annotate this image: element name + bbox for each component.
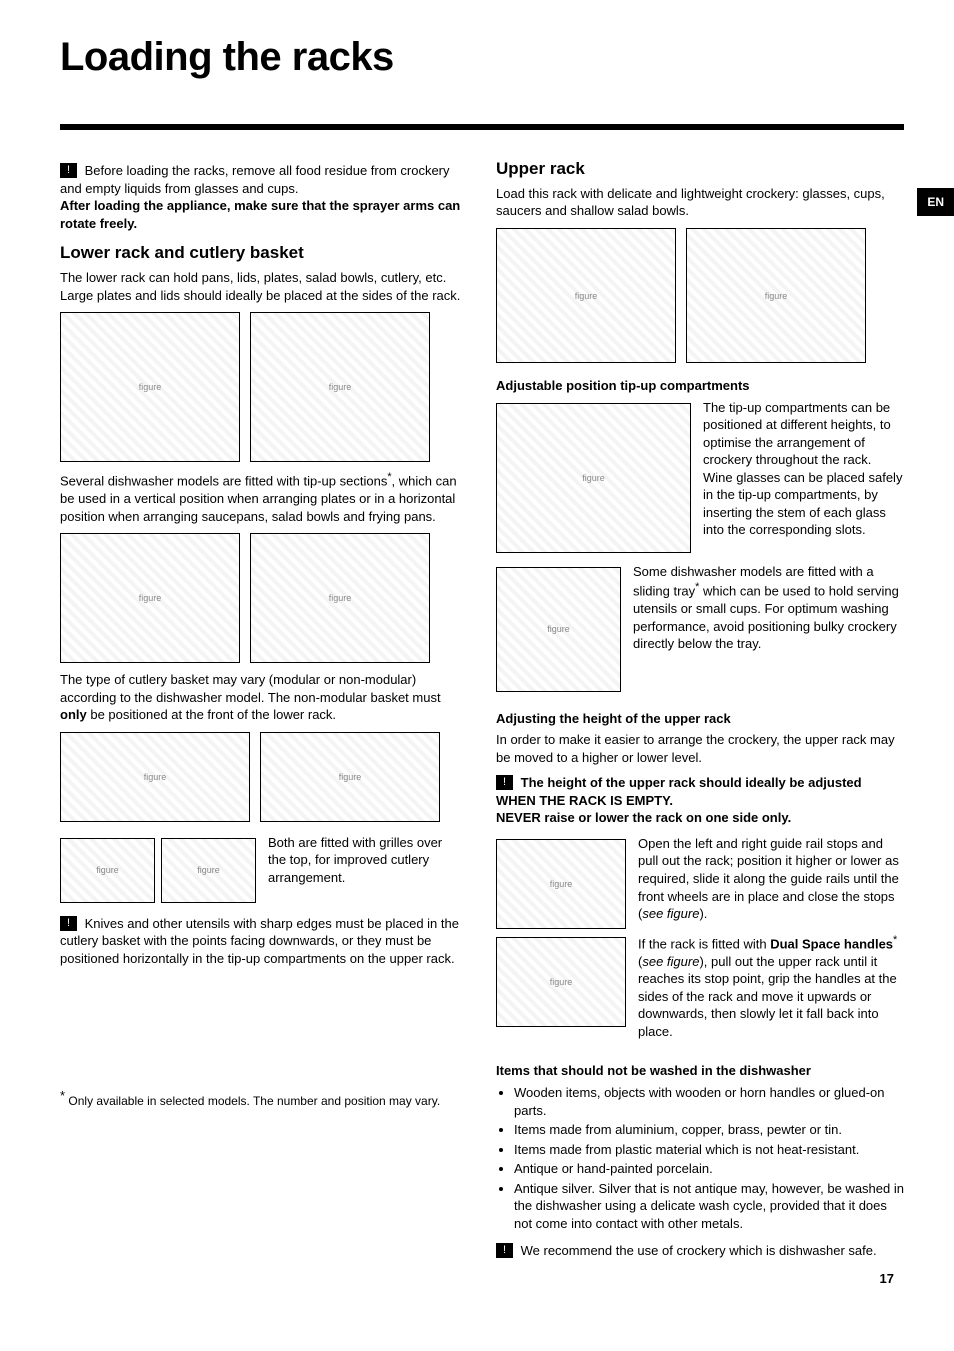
tipup-pre: Several dishwasher models are fitted wit… [60, 474, 387, 489]
sliding-tray-block: Some dishwasher models are fitted with a… [496, 563, 904, 696]
tipup-figures [60, 533, 468, 663]
left-column: Before loading the racks, remove all foo… [60, 158, 468, 1268]
horizontal-rule [60, 124, 904, 130]
footnote-text: Only available in selected models. The n… [68, 1094, 440, 1108]
figure-upper-2 [686, 228, 866, 363]
upper-rack-heading: Upper rack [496, 158, 904, 181]
figure-grille-2 [161, 838, 256, 903]
page-title: Loading the racks [60, 30, 904, 84]
lower-rack-heading: Lower rack and cutlery basket [60, 242, 468, 265]
not-wash-heading: Items that should not be washed in the d… [496, 1062, 904, 1080]
warning-bold: After loading the appliance, make sure t… [60, 198, 460, 231]
warning-icon [60, 163, 77, 178]
figure-lower-rack-1 [60, 312, 240, 462]
figure-guide-rail [496, 839, 626, 929]
content-columns: Before loading the racks, remove all foo… [60, 158, 904, 1268]
cutlery-tail: be positioned at the front of the lower … [87, 707, 336, 722]
warning-text: Before loading the racks, remove all foo… [60, 163, 450, 196]
warning-knives: Knives and other utensils with sharp edg… [60, 915, 468, 968]
figure-cutlery-1 [60, 732, 250, 822]
cutlery-only: only [60, 707, 87, 722]
cutlery-pre: The type of cutlery basket may vary (mod… [60, 672, 441, 705]
adj-tipup-block: The tip-up compartments can be positione… [496, 399, 904, 557]
warning-knives-text: Knives and other utensils with sharp edg… [60, 916, 459, 966]
right-column: Upper rack Load this rack with delicate … [496, 158, 904, 1268]
adj-tipup-heading: Adjustable position tip-up compartments [496, 377, 904, 395]
warning-dishwasher-safe: We recommend the use of crockery which i… [496, 1242, 904, 1260]
adj-height-heading: Adjusting the height of the upper rack [496, 710, 904, 728]
warning-icon [496, 775, 513, 790]
grilles-block: Both are fitted with grilles over the to… [60, 830, 468, 911]
figure-tipup-1 [60, 533, 240, 663]
grille-figures [60, 838, 256, 903]
upper-rack-desc: Load this rack with delicate and lightwe… [496, 185, 904, 220]
list-item: Antique or hand-painted porcelain. [514, 1160, 904, 1178]
figure-upper-1 [496, 228, 676, 363]
figure-cutlery-2 [260, 732, 440, 822]
open-post: ). [699, 906, 707, 921]
lower-rack-figures [60, 312, 468, 462]
warning-icon [496, 1243, 513, 1258]
see-figure-2: see figure [642, 954, 699, 969]
warning-icon [60, 916, 77, 931]
footnote-asterisk: * [60, 1088, 65, 1103]
dual-space-block: If the rack is fitted with Dual Space ha… [496, 933, 904, 1049]
figure-grille-1 [60, 838, 155, 903]
dual-pre: If the rack is fitted with [638, 936, 770, 951]
list-item: Items made from aluminium, copper, brass… [514, 1121, 904, 1139]
warning-safe-text: We recommend the use of crockery which i… [521, 1243, 877, 1258]
figure-sliding-tray [496, 567, 621, 692]
warning-height: The height of the upper rack should idea… [496, 774, 904, 827]
dual-bold: Dual Space handles [770, 936, 893, 951]
page-number: 17 [880, 1270, 894, 1288]
cutlery-basket-desc: The type of cutlery basket may vary (mod… [60, 671, 468, 724]
warning-never-one-side: NEVER raise or lower the rack on one sid… [496, 810, 791, 825]
tipup-sections-desc: Several dishwasher models are fitted wit… [60, 470, 468, 525]
language-tab: EN [917, 188, 954, 216]
lower-rack-desc: The lower rack can hold pans, lids, plat… [60, 269, 468, 304]
grilles-desc: Both are fitted with grilles over the to… [268, 834, 456, 887]
asterisk: * [893, 934, 897, 946]
see-figure-1: see figure [642, 906, 699, 921]
cutlery-figures [60, 732, 468, 822]
adj-height-desc: In order to make it easier to arrange th… [496, 731, 904, 766]
not-wash-list: Wooden items, objects with wooden or hor… [496, 1084, 904, 1232]
list-item: Antique silver. Silver that is not antiq… [514, 1180, 904, 1233]
list-item: Wooden items, objects with wooden or hor… [514, 1084, 904, 1119]
figure-adj-tipup [496, 403, 691, 553]
figure-lower-rack-2 [250, 312, 430, 462]
figure-tipup-2 [250, 533, 430, 663]
figure-dual-space [496, 937, 626, 1027]
footnote: * Only available in selected models. The… [60, 1087, 468, 1109]
upper-rack-figures [496, 228, 904, 363]
warning-before-loading: Before loading the racks, remove all foo… [60, 162, 468, 232]
list-item: Items made from plastic material which i… [514, 1141, 904, 1159]
warning-height-text: The height of the upper rack should idea… [496, 775, 862, 808]
guide-rail-block: Open the left and right guide rail stops… [496, 835, 904, 933]
